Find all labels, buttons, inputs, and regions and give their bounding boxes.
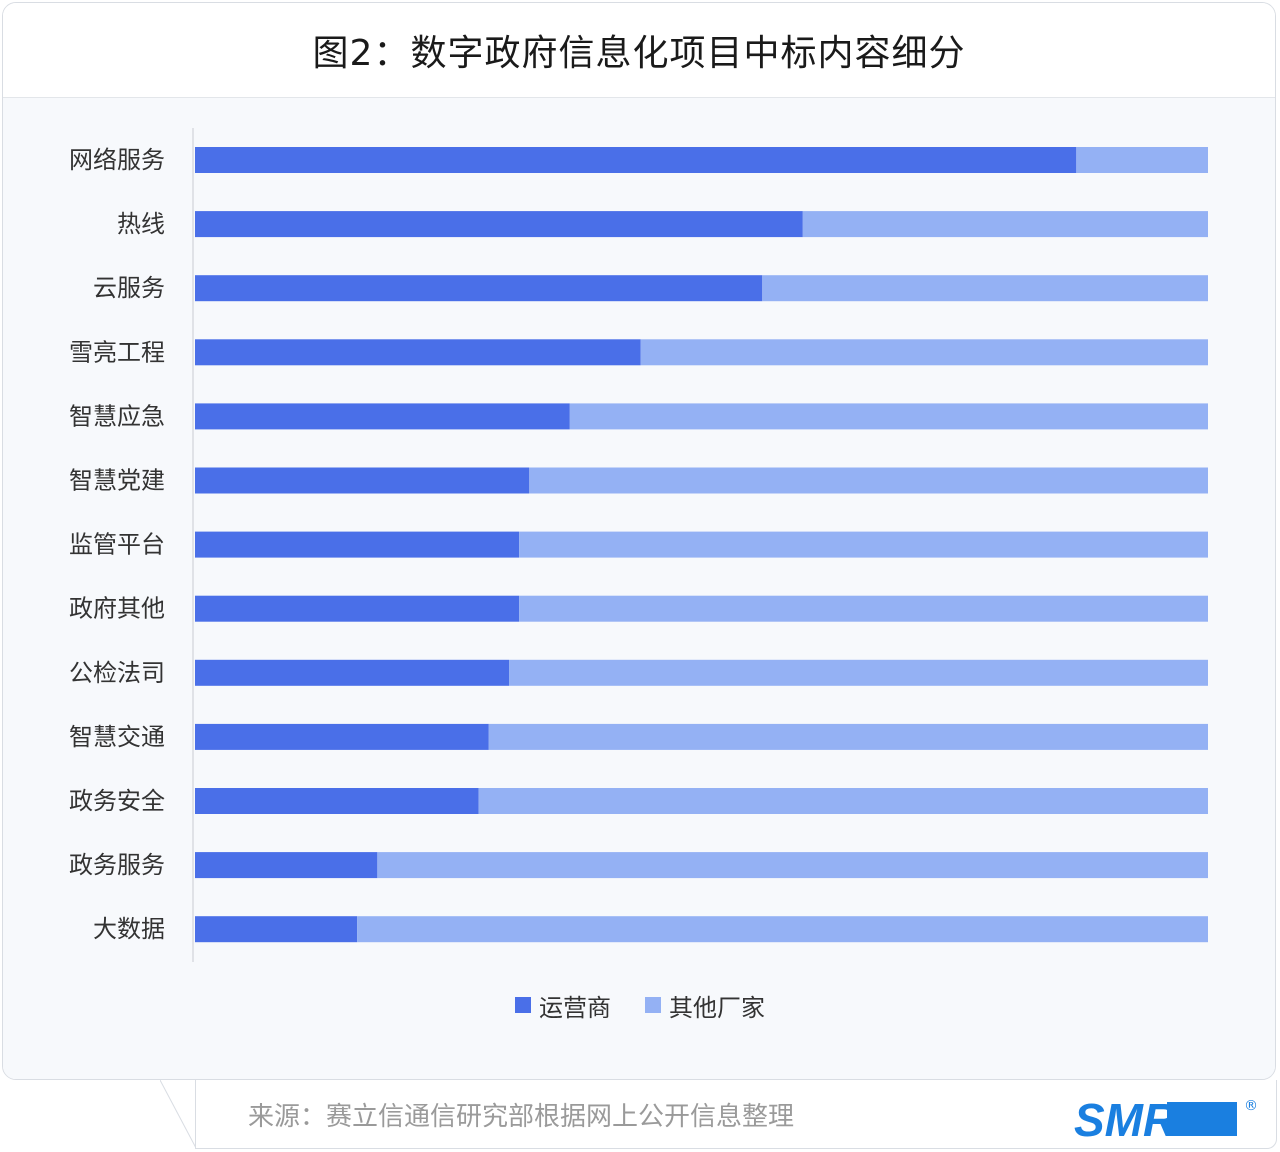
category-label: 大数据: [93, 915, 165, 943]
source-note: 来源：赛立信通信研究部根据网上公开信息整理: [248, 1102, 795, 1132]
bar-segment-series-1: [195, 275, 763, 302]
category-label: 智慧应急: [69, 402, 165, 430]
category-label: 智慧党建: [69, 467, 165, 495]
bar-segment-series-1: [195, 595, 520, 622]
category-label: 雪亮工程: [69, 338, 165, 366]
bar-segment-series-1: [195, 788, 479, 814]
legend-label: 运营商: [539, 993, 611, 1022]
legend-item-series-1: 运营商: [515, 988, 611, 1023]
category-label: 热线: [117, 210, 165, 238]
bar-segment-series-2: [478, 788, 1208, 814]
bar-segment-series-1: [195, 659, 510, 686]
category-label: 政务安全: [69, 787, 165, 815]
bar-segment-series-2: [762, 275, 1208, 302]
bar-segment-series-2: [357, 916, 1209, 943]
bar-segment-series-2: [529, 467, 1208, 494]
bar-segment-series-2: [802, 211, 1208, 238]
bar-segment-series-1: [195, 339, 641, 366]
bar-segment-series-2: [640, 339, 1208, 366]
svg-text:SMR: SMR: [1074, 1094, 1176, 1144]
bar-segment-series-1: [195, 916, 358, 943]
title-bar: 图2：数字政府信息化项目中标内容细分: [3, 3, 1275, 98]
svg-text:®: ®: [1244, 1098, 1258, 1114]
bar-segment-series-2: [509, 659, 1208, 686]
bar-segment-series-1: [195, 211, 803, 238]
legend-swatch: [645, 997, 661, 1013]
smr-logo-icon: SMR ®: [1074, 1094, 1258, 1144]
bar-segment-series-2: [519, 595, 1208, 622]
bar-segment-series-1: [195, 852, 378, 879]
bar-segment-series-1: [195, 403, 570, 430]
footer-slant-decoration: [160, 1080, 197, 1148]
bar-segment-series-2: [377, 852, 1209, 879]
bar-segment-series-2: [569, 403, 1208, 430]
category-label: 网络服务: [69, 146, 165, 174]
bar-chart: 网络服务热线云服务雪亮工程智慧应急智慧党建监管平台政府其他公检法司智慧交通政务安…: [69, 128, 1209, 962]
bar-segment-series-1: [195, 531, 520, 558]
category-label: 政务服务: [69, 851, 165, 879]
legend: 运营商 其他厂家: [0, 985, 1280, 1025]
legend-item-series-2: 其他厂家: [645, 988, 765, 1023]
bar-segment-series-2: [488, 723, 1208, 750]
bar-segment-series-2: [1076, 147, 1208, 173]
category-label: 政府其他: [69, 595, 165, 623]
bar-segment-series-2: [519, 531, 1208, 558]
category-label: 智慧交通: [69, 723, 165, 751]
category-label: 监管平台: [69, 531, 165, 559]
category-label: 云服务: [93, 274, 165, 302]
chart-title: 图2：数字政府信息化项目中标内容细分: [312, 33, 966, 74]
category-label: 公检法司: [69, 659, 165, 687]
footer-tab: [195, 1080, 1277, 1149]
legend-label: 其他厂家: [669, 993, 765, 1022]
legend-swatch: [515, 997, 531, 1013]
footer: 来源：赛立信通信研究部根据网上公开信息整理 SMR ®: [0, 1080, 1280, 1152]
bar-segment-series-1: [195, 723, 489, 750]
bar-segment-series-1: [195, 467, 530, 494]
plot-area: [3, 98, 1275, 1079]
bar-segment-series-1: [195, 147, 1077, 173]
